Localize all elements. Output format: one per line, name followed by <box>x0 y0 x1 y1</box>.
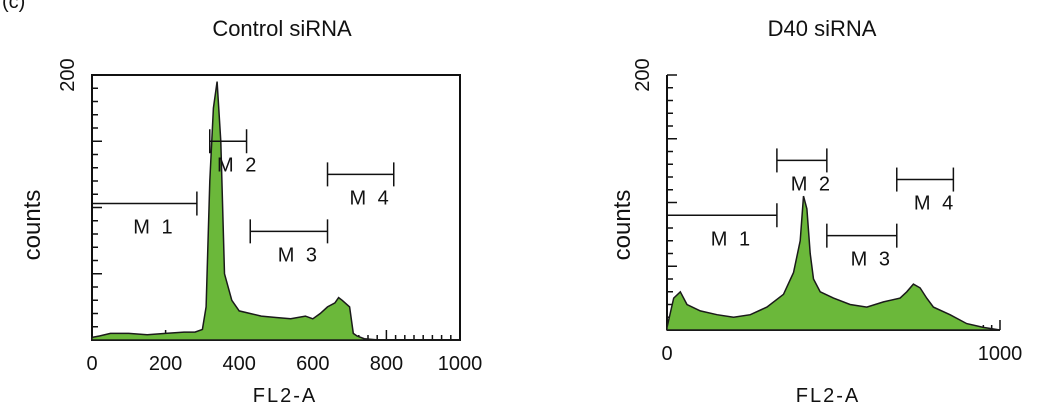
x-tick-label: 200 <box>149 353 182 375</box>
x-tick-label: 400 <box>223 353 256 375</box>
chart-title: D40 siRNA <box>768 16 877 41</box>
panel-d40: D40 siRNA counts FL2-A M 1 M 2 M 3 M 4 0 1000… <box>609 16 1022 407</box>
marker-label-m1: M 1 <box>133 217 175 239</box>
panel-control: Control siRNA counts FL2-A M 1 M 2 M 3 M 4 0… <box>19 16 482 407</box>
histogram-area <box>666 195 1001 331</box>
x-tick-label: 0 <box>86 353 97 375</box>
x-tick-label: 600 <box>296 353 329 375</box>
marker-label-m2: M 2 <box>791 173 833 195</box>
marker-label-m1: M 1 <box>711 228 753 250</box>
histogram-area <box>91 81 460 341</box>
marker-label-m4: M 4 <box>349 187 391 209</box>
chart-title: Control siRNA <box>212 16 352 41</box>
x-axis-label: FL2-A <box>253 385 317 407</box>
y-axis-label: counts <box>19 190 46 261</box>
marker-label-m3: M 3 <box>278 244 320 266</box>
marker-label-m2: M 2 <box>217 154 259 176</box>
y-tick-label: 200 <box>632 58 654 91</box>
plot-frame <box>91 74 461 341</box>
y-axis-label: counts <box>609 190 636 261</box>
x-tick-label: 800 <box>370 353 403 375</box>
marker-label-m3: M 3 <box>851 249 893 271</box>
plot-area-control: M 1 M 2 M 3 M 4 0 200 400 600 800 1000 200 <box>57 58 482 375</box>
x-tick-label: 1000 <box>978 343 1023 365</box>
marker-label-m4: M 4 <box>914 193 956 215</box>
panel-letter: (c) <box>2 0 25 13</box>
x-tick-label: 1000 <box>438 353 483 375</box>
x-axis-label: FL2-A <box>796 385 860 407</box>
x-tick-label: 0 <box>661 343 672 365</box>
plot-area-d40: M 1 M 2 M 3 M 4 0 1000 200 <box>632 58 1022 365</box>
y-tick-label: 200 <box>57 58 79 91</box>
